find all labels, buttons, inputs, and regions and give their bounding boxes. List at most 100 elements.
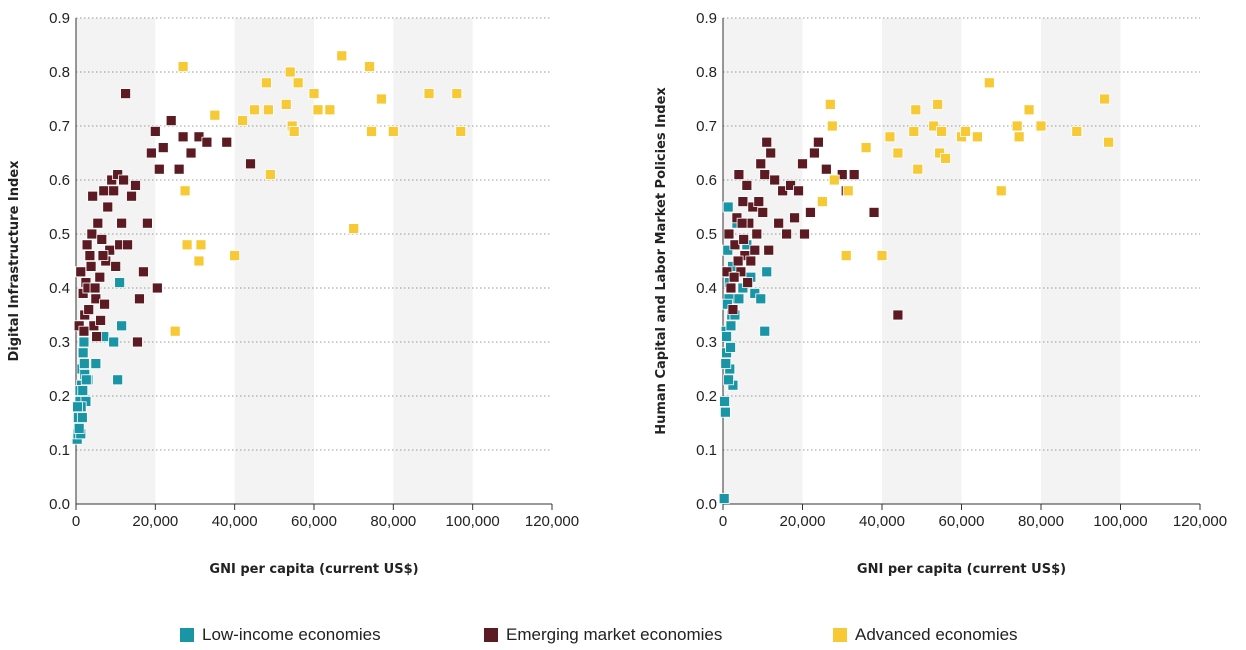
point-emerging — [149, 126, 161, 137]
point-advanced — [455, 126, 467, 137]
legend-label-advanced: Advanced economies — [855, 625, 1018, 644]
point-low — [759, 325, 771, 337]
point-low — [733, 293, 745, 305]
point-emerging — [177, 131, 189, 143]
point-emerging — [201, 136, 213, 148]
point-emerging — [799, 228, 810, 240]
point-emerging — [820, 163, 832, 175]
x-tick-label: 80,000 — [1018, 513, 1064, 530]
point-emerging — [221, 136, 233, 148]
point-advanced — [292, 77, 304, 89]
point-advanced — [308, 88, 320, 99]
point-emerging — [132, 336, 143, 348]
x-tick-label: 0 — [719, 513, 727, 530]
point-low — [719, 395, 730, 407]
y-tick-label: 0.3 — [696, 334, 717, 351]
y-tick-label: 0.3 — [49, 334, 70, 351]
y-tick-label: 0.2 — [696, 388, 717, 405]
point-advanced — [1023, 104, 1035, 116]
point-low — [112, 374, 124, 386]
legend-swatch-advanced — [833, 628, 847, 642]
point-emerging — [848, 169, 860, 181]
point-emerging — [151, 282, 163, 294]
point-advanced — [1103, 136, 1114, 148]
point-emerging — [96, 233, 108, 245]
point-emerging — [735, 266, 747, 278]
point-low — [718, 493, 730, 505]
legend-swatch-emerging — [484, 628, 498, 642]
point-advanced — [451, 88, 463, 99]
point-emerging — [732, 255, 744, 267]
point-emerging — [745, 255, 757, 267]
y-tick-label: 0.2 — [49, 388, 70, 405]
point-advanced — [262, 104, 274, 116]
point-emerging — [97, 250, 109, 262]
point-advanced — [892, 147, 904, 159]
point-emerging — [759, 169, 771, 181]
legend-swatch-low-income — [180, 628, 194, 642]
point-emerging — [741, 179, 753, 191]
point-advanced — [908, 126, 920, 137]
point-low — [72, 401, 83, 413]
x-tick-label: 60,000 — [939, 513, 985, 530]
point-emerging — [86, 228, 98, 240]
point-low — [73, 422, 85, 434]
point-low — [114, 277, 126, 289]
point-emerging — [757, 206, 769, 218]
x-tick-label: 20,000 — [780, 513, 826, 530]
x-tick-label: 100,000 — [446, 513, 500, 530]
legend-item-low-income: Low-income economies — [180, 624, 381, 646]
legend-label-low-income: Low-income economies — [202, 625, 381, 644]
point-advanced — [884, 131, 896, 143]
point-advanced — [912, 163, 924, 175]
y-tick-label: 0.8 — [696, 64, 717, 81]
y-tick-label: 0.4 — [696, 280, 717, 297]
point-low — [719, 406, 731, 418]
point-advanced — [860, 142, 872, 154]
x-axis-title: GNI per capita (current US$) — [209, 562, 418, 577]
point-advanced — [940, 152, 951, 164]
point-emerging — [245, 158, 256, 170]
point-advanced — [816, 196, 828, 208]
point-low — [108, 336, 120, 348]
point-low — [77, 347, 89, 359]
point-emerging — [769, 174, 781, 186]
point-low — [80, 374, 92, 386]
point-emerging — [789, 212, 800, 224]
point-advanced — [280, 99, 292, 110]
point-advanced — [876, 250, 888, 262]
point-advanced — [824, 99, 836, 110]
point-advanced — [1071, 126, 1083, 137]
point-low — [78, 358, 90, 370]
point-advanced — [1013, 131, 1025, 143]
point-low — [755, 293, 767, 305]
shaded-band — [1041, 18, 1121, 504]
chart-human-capital: 0.0 0.1 0.2 0.3 0.4 0.5 0.6 0.7 0.8 0.9 0 20,000 40,… — [654, 10, 1227, 577]
point-advanced — [960, 126, 971, 137]
point-advanced — [932, 99, 944, 110]
point-advanced — [288, 126, 300, 137]
point-emerging — [145, 147, 157, 159]
point-emerging — [725, 282, 737, 294]
y-tick-label: 0.5 — [49, 226, 70, 243]
point-emerging — [108, 185, 120, 197]
legend-item-emerging: Emerging market economies — [484, 624, 722, 646]
point-emerging — [122, 239, 133, 251]
point-emerging — [733, 169, 745, 181]
y-tick-label: 0.0 — [49, 496, 70, 513]
point-advanced — [229, 250, 241, 262]
point-emerging — [120, 88, 131, 99]
shaded-band — [393, 18, 473, 504]
point-emerging — [141, 217, 153, 229]
y-tick-label: 0.9 — [49, 10, 70, 27]
point-advanced — [376, 93, 387, 105]
point-advanced — [423, 88, 435, 99]
point-emerging — [165, 115, 177, 126]
point-emerging — [90, 293, 102, 305]
point-emerging — [81, 239, 93, 251]
y-tick-label: 0.6 — [696, 172, 717, 189]
point-advanced — [181, 239, 193, 251]
x-axis-title: GNI per capita (current US$) — [857, 562, 1066, 577]
point-emerging — [809, 147, 820, 159]
